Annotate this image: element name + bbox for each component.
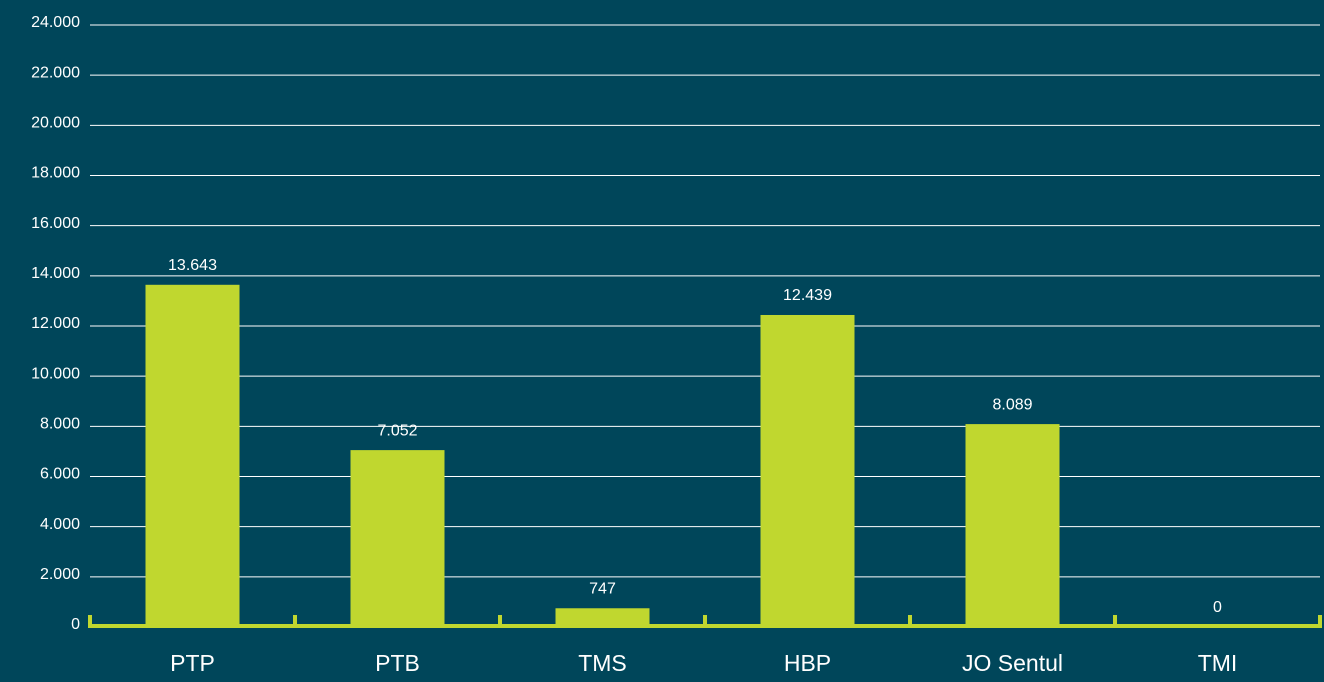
- value-label: 12.439: [783, 287, 832, 304]
- axis-tick: [293, 615, 297, 628]
- axis-tick: [908, 615, 912, 628]
- y-tick-label: 24.000: [31, 14, 80, 31]
- y-tick-label: 2.000: [40, 566, 80, 583]
- value-label: 0: [1213, 599, 1222, 616]
- axis-tick: [703, 615, 707, 628]
- y-tick-label: 6.000: [40, 466, 80, 483]
- x-tick-label: JO Sentul: [962, 650, 1063, 676]
- x-tick-label: TMS: [578, 650, 627, 676]
- y-tick-label: 18.000: [31, 165, 80, 182]
- axis-tick: [1318, 615, 1322, 628]
- x-tick-label: TMI: [1198, 650, 1238, 676]
- value-label: 7.052: [377, 422, 417, 439]
- axis-tick: [498, 615, 502, 628]
- axis-tick: [1113, 615, 1117, 628]
- y-tick-label: 4.000: [40, 516, 80, 533]
- y-tick-label: 22.000: [31, 64, 80, 81]
- bar: [965, 424, 1060, 627]
- bar: [145, 284, 240, 627]
- y-tick-label: 16.000: [31, 215, 80, 232]
- axis-tick: [88, 615, 92, 628]
- bar: [760, 314, 855, 627]
- value-label: 13.643: [168, 257, 217, 274]
- y-tick-label: 14.000: [31, 265, 80, 282]
- value-label: 747: [589, 580, 616, 597]
- y-tick-label: 12.000: [31, 315, 80, 332]
- value-label: 8.089: [992, 396, 1032, 413]
- x-tick-label: PTP: [170, 650, 215, 676]
- y-tick-label: 10.000: [31, 365, 80, 382]
- x-tick-label: HBP: [784, 650, 831, 676]
- y-tick-label: 20.000: [31, 115, 80, 132]
- y-tick-label: 0: [71, 616, 80, 633]
- bar: [555, 608, 650, 627]
- x-tick-label: PTB: [375, 650, 420, 676]
- y-tick-label: 8.000: [40, 416, 80, 433]
- bar: [350, 450, 445, 627]
